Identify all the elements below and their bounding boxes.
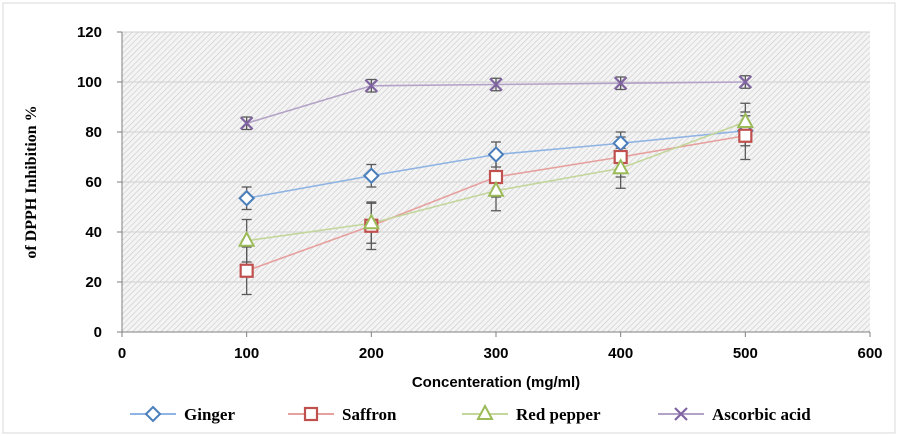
data-point-2 — [736, 111, 755, 128]
data-point-3 — [489, 77, 503, 92]
x-axis-label: Concenteration (mg/ml) — [412, 374, 580, 391]
y-tick-label: 100 — [77, 74, 102, 91]
legend: Ginger Saffron Red pepper Ascorbic acid — [130, 403, 811, 424]
y-tick-label: 0 — [94, 324, 102, 341]
y-axis-label: of DPPH Inhibition % — [23, 105, 40, 258]
data-point-2 — [487, 180, 505, 197]
legend-marker — [476, 403, 494, 420]
data-point-1 — [738, 128, 753, 143]
data-point-0 — [487, 146, 505, 163]
x-tick-label: 300 — [483, 345, 508, 362]
y-tick-label: 40 — [85, 224, 102, 241]
x-tick-label: 0 — [118, 345, 126, 362]
legend-marker — [144, 405, 162, 423]
data-point-3 — [364, 78, 379, 93]
data-point-3 — [239, 116, 254, 131]
y-tick-label: 120 — [77, 24, 102, 41]
legend-marker — [674, 407, 688, 421]
data-point-0 — [238, 189, 256, 207]
y-tick-label: 20 — [85, 274, 102, 291]
data-point-2 — [362, 213, 381, 230]
x-tick-label: 500 — [733, 345, 758, 362]
legend-label: Ascorbic acid — [712, 405, 811, 424]
data-point-0 — [362, 167, 380, 185]
legend-label: Saffron — [342, 405, 397, 424]
data-point-1 — [239, 263, 254, 278]
data-point-2 — [237, 230, 256, 247]
data-point-3 — [613, 76, 628, 91]
y-tick-label: 80 — [85, 124, 102, 141]
x-tick-label: 400 — [608, 345, 633, 362]
data-point-3 — [738, 75, 753, 89]
x-tick-label: 100 — [234, 345, 259, 362]
legend-label: Red pepper — [516, 405, 601, 424]
x-tick-label: 200 — [359, 345, 384, 362]
data-point-2 — [611, 158, 630, 175]
y-tick-label: 60 — [85, 174, 102, 191]
legend-marker — [303, 406, 319, 422]
legend-label: Ginger — [184, 405, 235, 424]
x-tick-label: 600 — [857, 345, 882, 362]
